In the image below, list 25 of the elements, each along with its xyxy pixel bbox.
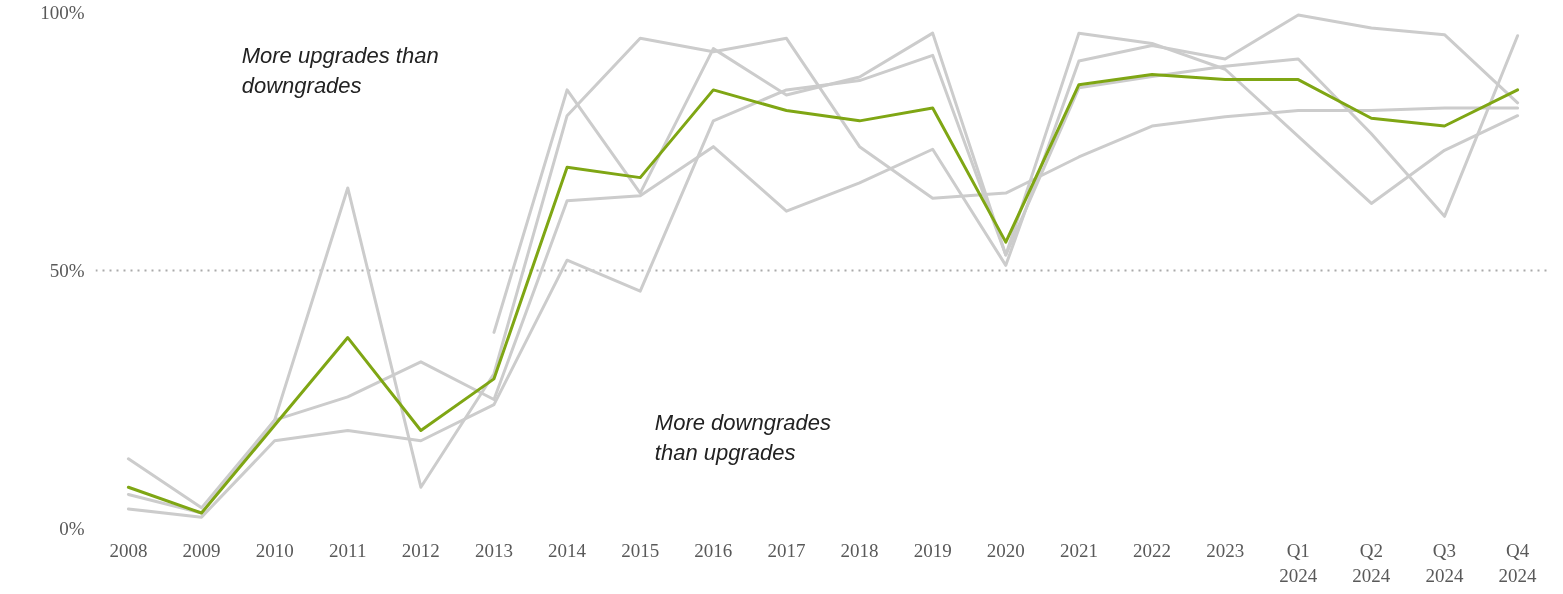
x-tick-label: 2011	[329, 539, 367, 561]
x-tick-label: Q3 2024	[1425, 539, 1464, 586]
x-tick-label: Q2 2024	[1352, 539, 1391, 586]
x-tick-label: 2015	[621, 539, 660, 561]
x-tick-label: 2013	[474, 539, 513, 561]
x-tick-label: 2017	[767, 539, 806, 561]
x-tick-label: Q1 2024	[1279, 539, 1318, 586]
x-tick-label: 2008	[109, 539, 148, 561]
y-tick-label: 0%	[59, 518, 85, 539]
y-tick-label: 100%	[40, 2, 85, 23]
x-tick-label: 2019	[913, 539, 952, 561]
x-tick-label: 2010	[255, 539, 294, 561]
x-tick-label: 2009	[182, 539, 221, 561]
x-tick-label: 2012	[401, 539, 440, 561]
annotation: More upgrades than downgrades	[241, 43, 439, 99]
x-tick-label: 2014	[548, 539, 587, 561]
x-tick-label: 2021	[1059, 539, 1098, 561]
x-tick-label: 2016	[694, 539, 733, 561]
x-tick-label: 2022	[1133, 539, 1172, 561]
x-tick-label: 2018	[840, 539, 879, 561]
x-tick-label: 2020	[986, 539, 1025, 561]
x-tick-label: 2023	[1206, 539, 1245, 561]
x-tick-label: Q4 2024	[1498, 539, 1538, 586]
annotation: More downgrades than upgrades	[654, 409, 831, 465]
y-tick-label: 50%	[49, 260, 85, 281]
